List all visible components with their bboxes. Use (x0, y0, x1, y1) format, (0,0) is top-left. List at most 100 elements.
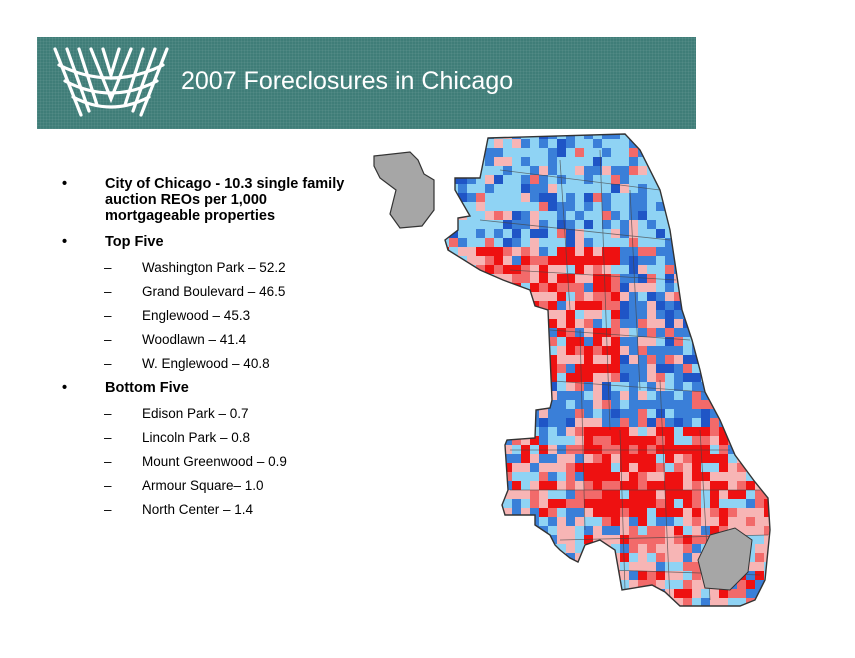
map-cell (710, 526, 720, 536)
map-cell (710, 283, 720, 293)
map-cell (503, 526, 513, 536)
map-cell (728, 463, 738, 473)
map-cell (728, 454, 738, 464)
map-cell (494, 337, 504, 347)
map-cell (692, 202, 702, 212)
map-cell (458, 409, 468, 419)
map-cell (476, 220, 486, 230)
map-cell (512, 454, 522, 464)
map-cell (647, 139, 657, 149)
map-cell (458, 427, 468, 437)
map-cell (548, 346, 558, 356)
map-cell (710, 256, 720, 266)
map-cell (458, 292, 468, 302)
map-cell (445, 580, 450, 590)
map-cell (692, 454, 702, 464)
map-cell (710, 148, 720, 158)
map-cell (620, 409, 630, 419)
map-cell (647, 193, 657, 203)
map-cell (476, 202, 486, 212)
map-cell (692, 499, 702, 509)
map-cell (746, 364, 756, 374)
map-cell (557, 526, 567, 536)
map-cell (575, 526, 585, 536)
map-cell (665, 229, 675, 239)
map-cell (719, 454, 729, 464)
map-cell (458, 301, 468, 311)
map-cell (494, 427, 504, 437)
map-cell (575, 265, 585, 275)
map-cell (638, 553, 648, 563)
map-cell (584, 391, 594, 401)
map-cell (692, 472, 702, 482)
map-cell (665, 562, 675, 572)
map-cell (647, 229, 657, 239)
map-cell (710, 193, 720, 203)
map-cell (728, 283, 738, 293)
map-cell (710, 202, 720, 212)
map-cell (575, 247, 585, 257)
map-cell (521, 265, 531, 275)
map-cell (602, 139, 612, 149)
map-cell (494, 220, 504, 230)
map-cell (593, 472, 603, 482)
map-cell (458, 346, 468, 356)
map-cell (611, 229, 621, 239)
map-cell (674, 409, 684, 419)
map-cell (746, 490, 756, 500)
map-cell (611, 134, 621, 140)
map-cell (683, 238, 693, 248)
map-cell (593, 535, 603, 545)
map-cell (458, 517, 468, 527)
map-cell (521, 418, 531, 428)
map-cell (584, 580, 594, 590)
map-cell (485, 166, 495, 176)
map-cell (584, 346, 594, 356)
map-cell (557, 373, 567, 383)
top-five-heading-bullet: • Top Five (60, 234, 350, 250)
map-cell (575, 283, 585, 293)
map-cell (647, 607, 657, 610)
map-cell (620, 220, 630, 230)
map-cell (575, 580, 585, 590)
map-cell (458, 148, 468, 158)
map-cell (656, 607, 666, 610)
map-cell (467, 580, 477, 590)
map-cell (593, 553, 603, 563)
map-cell (620, 598, 630, 606)
map-cell (737, 607, 747, 610)
map-cell (557, 328, 567, 338)
map-cell (521, 346, 531, 356)
map-cell (467, 526, 477, 536)
map-cell (710, 490, 720, 500)
map-cell (548, 220, 558, 230)
map-cell (764, 184, 770, 194)
map-cell (620, 499, 630, 509)
map-cell (683, 382, 693, 392)
map-cell (674, 562, 684, 572)
map-cell (584, 157, 594, 167)
map-cell (458, 139, 468, 149)
map-cell (512, 220, 522, 230)
map-cell (665, 580, 675, 590)
map-cell (485, 427, 495, 437)
map-cell (485, 184, 495, 194)
map-cell (593, 238, 603, 248)
map-cell (674, 373, 684, 383)
map-cell (530, 499, 540, 509)
map-cell (476, 418, 486, 428)
map-cell (548, 310, 558, 320)
map-cell (737, 184, 747, 194)
map-cell (683, 256, 693, 266)
map-cell (566, 193, 576, 203)
map-cell (710, 409, 720, 419)
map-cell (539, 589, 549, 599)
map-cell (611, 301, 621, 311)
map-cell (458, 134, 468, 140)
map-cell (539, 454, 549, 464)
list-item: – Mount Greenwood – 0.9 (60, 450, 350, 474)
map-cell (530, 472, 540, 482)
map-cell (530, 382, 540, 392)
map-cell (647, 508, 657, 518)
map-cell (674, 490, 684, 500)
